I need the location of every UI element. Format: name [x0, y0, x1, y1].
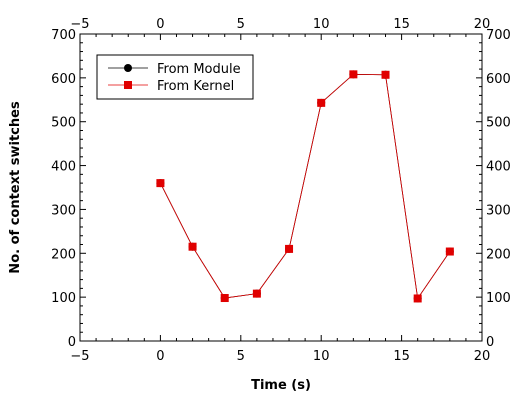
data-point-square	[349, 70, 358, 79]
data-point-square	[317, 98, 326, 107]
y-tick-label-right: 600	[486, 72, 511, 87]
y-tick-label-left: 0	[68, 335, 76, 350]
y-tick-label-right: 700	[486, 28, 511, 43]
y-tick-label-right: 500	[486, 116, 511, 131]
y-tick-label-left: 300	[51, 203, 76, 218]
data-point-square	[285, 244, 294, 253]
x-tick-label-top: 15	[393, 17, 410, 32]
data-point-square	[381, 70, 390, 79]
legend: From Module From Kernel	[96, 54, 254, 100]
legend-box	[96, 54, 254, 100]
y-tick-label-right: 0	[486, 335, 494, 350]
y-tick-label-right: 200	[486, 247, 511, 262]
x-tick-label-top: 10	[313, 17, 330, 32]
data-point-square	[413, 294, 422, 303]
data-point-square	[220, 294, 229, 303]
y-tick-label-left: 200	[51, 247, 76, 262]
y-tick-label-right: 100	[486, 291, 511, 306]
data-point-square	[188, 242, 197, 251]
x-tick-label-bottom: 10	[313, 349, 330, 364]
data-point-square	[156, 179, 165, 188]
y-tick-label-left: 700	[51, 28, 76, 43]
legend-marker-square	[124, 81, 132, 89]
x-tick-label-bottom: 15	[393, 349, 410, 364]
data-point-square	[445, 247, 454, 256]
x-tick-label-bottom: 5	[237, 349, 245, 364]
y-tick-label-left: 500	[51, 116, 76, 131]
y-tick-label-right: 400	[486, 160, 511, 175]
x-tick-label-top: 20	[474, 17, 491, 32]
series-line	[160, 73, 451, 300]
legend-label: From Module	[157, 62, 241, 77]
x-axis-label: Time (s)	[251, 378, 311, 393]
x-tick-label-bottom: −5	[70, 349, 89, 364]
y-tick-label-left: 400	[51, 160, 76, 175]
y-tick-label-left: 600	[51, 72, 76, 87]
x-tick-label-bottom: 20	[474, 349, 491, 364]
plot-frame	[79, 33, 483, 342]
x-tick-label-top: −5	[70, 17, 89, 32]
x-tick-label-bottom: 0	[156, 349, 164, 364]
x-tick-label-top: 0	[156, 17, 164, 32]
x-tick-label-top: 5	[237, 17, 245, 32]
legend-label: From Kernel	[157, 79, 234, 94]
y-axis-label: No. of context switches	[8, 101, 23, 274]
y-tick-label-left: 100	[51, 291, 76, 306]
y-tick-label-right: 300	[486, 203, 511, 218]
series-layer	[156, 70, 454, 303]
legend-marker-circle	[124, 64, 132, 72]
data-point-square	[252, 289, 261, 298]
